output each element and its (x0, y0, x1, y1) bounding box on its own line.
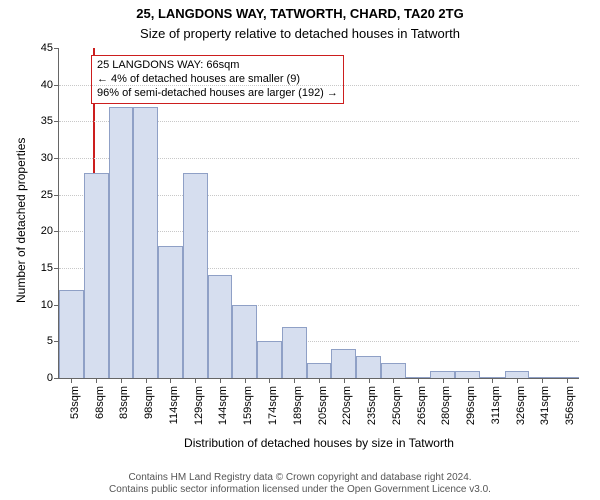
footer-line-1: Contains HM Land Registry data © Crown c… (0, 472, 600, 484)
histogram-bar (232, 305, 257, 378)
histogram-bar (84, 173, 109, 378)
histogram-bar (109, 107, 134, 378)
x-tick-label: 250sqm (391, 378, 403, 425)
y-tick-label: 30 (41, 152, 59, 164)
histogram-bar (307, 363, 332, 378)
y-tick-label: 40 (41, 79, 59, 91)
footer-line-2: Contains public sector information licen… (0, 484, 600, 496)
annotation-line: 25 LANGDONS WAY: 66sqm (97, 59, 338, 73)
histogram-bar (455, 371, 480, 378)
y-tick-label: 45 (41, 42, 59, 54)
y-axis-label: Number of detached properties (14, 138, 28, 303)
histogram-bar (282, 327, 307, 378)
x-tick-label: 68sqm (94, 378, 106, 419)
histogram-bar (331, 349, 356, 378)
y-tick-label: 0 (47, 372, 59, 384)
x-tick-label: 205sqm (317, 378, 329, 425)
histogram-bar (257, 341, 282, 378)
annotation-box: 25 LANGDONS WAY: 66sqm← 4% of detached h… (91, 55, 344, 104)
histogram-bar (158, 246, 183, 378)
x-tick-label: 189sqm (292, 378, 304, 425)
x-tick-label: 220sqm (341, 378, 353, 425)
y-tick-label: 5 (47, 335, 59, 347)
chart-title-address: 25, LANGDONS WAY, TATWORTH, CHARD, TA20 … (0, 6, 600, 21)
x-tick-label: 83sqm (118, 378, 130, 419)
x-tick-label: 144sqm (217, 378, 229, 425)
x-tick-label: 235sqm (366, 378, 378, 425)
x-axis-label: Distribution of detached houses by size … (59, 436, 579, 450)
y-tick-label: 20 (41, 225, 59, 237)
histogram-bar (133, 107, 158, 378)
plot-area: Number of detached properties Distributi… (58, 48, 579, 379)
histogram-bar (59, 290, 84, 378)
histogram-bar (208, 275, 233, 378)
histogram-bar (430, 371, 455, 378)
x-tick-label: 129sqm (193, 378, 205, 425)
histogram-bar (183, 173, 208, 378)
property-size-chart: 25, LANGDONS WAY, TATWORTH, CHARD, TA20 … (0, 0, 600, 500)
attribution-footer: Contains HM Land Registry data © Crown c… (0, 472, 600, 496)
x-tick-label: 265sqm (416, 378, 428, 425)
x-tick-label: 53sqm (69, 378, 81, 419)
chart-subtitle: Size of property relative to detached ho… (0, 26, 600, 41)
x-tick-label: 356sqm (564, 378, 576, 425)
histogram-bar (505, 371, 530, 378)
y-tick-label: 35 (41, 115, 59, 127)
histogram-bar (381, 363, 406, 378)
x-tick-label: 114sqm (168, 378, 180, 424)
x-tick-label: 296sqm (465, 378, 477, 425)
x-tick-label: 159sqm (242, 378, 254, 425)
x-tick-label: 326sqm (515, 378, 527, 425)
x-tick-label: 98sqm (143, 378, 155, 419)
y-tick-label: 10 (41, 299, 59, 311)
x-tick-label: 311sqm (490, 378, 502, 424)
x-tick-label: 280sqm (440, 378, 452, 425)
x-tick-label: 174sqm (267, 378, 279, 425)
x-tick-label: 341sqm (539, 378, 551, 425)
gridline (59, 85, 579, 86)
annotation-line: 96% of semi-detached houses are larger (… (97, 87, 338, 101)
y-tick-label: 15 (41, 262, 59, 274)
y-tick-label: 25 (41, 189, 59, 201)
histogram-bar (356, 356, 381, 378)
